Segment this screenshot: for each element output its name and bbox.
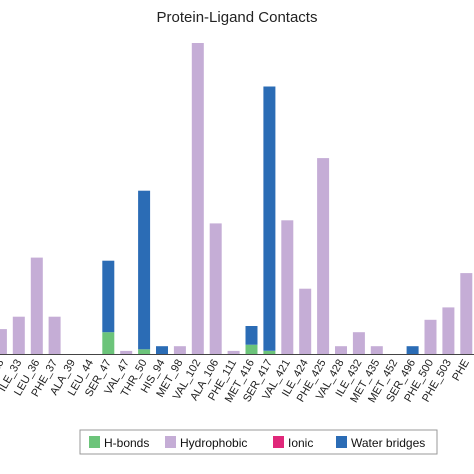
bar-hydrophobic-12 (209, 223, 222, 354)
legend-label-hydrophobic: Hydrophobic (180, 436, 247, 450)
x-tick-label-26: PHE (450, 358, 472, 384)
bar-water-bridges-8 (138, 190, 151, 350)
legend-swatch-h-bonds (89, 436, 100, 448)
legend-swatch-hydrophobic (165, 436, 176, 448)
bar-hydrophobic-13 (227, 350, 240, 354)
legend-label-water-bridges: Water bridges (351, 436, 425, 450)
bar-water-bridges-15 (263, 86, 276, 351)
bar-hydrophobic-11 (191, 43, 204, 354)
bar-water-bridges-14 (245, 326, 258, 345)
bar-hydrophobic-25 (442, 307, 455, 354)
bar-hydrophobic-21 (370, 346, 383, 354)
bars-group (0, 43, 473, 354)
bar-hydrophobic-2 (30, 257, 43, 354)
chart-title: Protein-Ligand Contacts (157, 9, 318, 26)
bar-hydrophobic-19 (335, 346, 347, 354)
bar-hydrophobic-26 (460, 273, 473, 354)
legend-box (79, 429, 438, 455)
bar-hydrophobic-3 (48, 316, 61, 354)
legend-label-ionic: Ionic (288, 436, 313, 450)
legend-items: H-bonds Hydrophobic Ionic Water bridges (89, 436, 425, 450)
bar-water-bridges-23 (406, 346, 419, 354)
bar-hydrophobic-18 (317, 158, 330, 354)
x-tick-labels: _18ILE_33LEU_36PHE_37ALA_39LEU_44SER_47V… (0, 358, 472, 405)
x-tick-label-0: _18 (0, 358, 6, 381)
bar-hydrophobic-1 (12, 316, 25, 354)
bar-water-bridges-9 (156, 346, 168, 354)
bar-h-bonds-15 (263, 350, 276, 354)
bar-hydrophobic-20 (352, 332, 365, 354)
legend-label-h-bonds: H-bonds (104, 436, 149, 450)
bar-h-bonds-14 (245, 344, 258, 354)
bar-hydrophobic-0 (0, 329, 7, 354)
legend-swatch-water-bridges (336, 436, 347, 448)
legend: H-bonds Hydrophobic Ionic Water bridges (79, 429, 438, 455)
bar-hydrophobic-7 (120, 350, 133, 354)
bar-hydrophobic-16 (281, 220, 294, 354)
bar-hydrophobic-10 (173, 346, 186, 354)
legend-swatch-ionic (273, 436, 284, 448)
bar-h-bonds-6 (102, 332, 115, 354)
bar-water-bridges-6 (102, 260, 115, 333)
bar-hydrophobic-24 (424, 319, 437, 354)
bar-hydrophobic-17 (299, 288, 312, 354)
bar-h-bonds-8 (138, 349, 151, 354)
